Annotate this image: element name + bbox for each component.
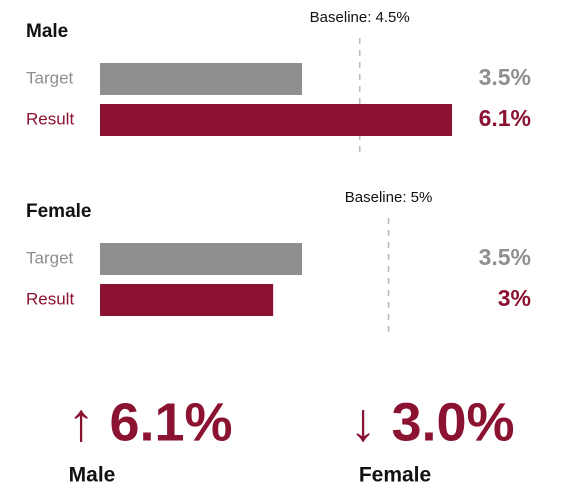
- value-label: 3%: [498, 285, 531, 311]
- bar: [100, 284, 274, 316]
- category-label: Target: [26, 248, 74, 267]
- summary-value: ↑ 6.1%: [67, 392, 232, 452]
- value-label: 3.5%: [479, 244, 531, 270]
- value-label: 6.1%: [479, 105, 531, 131]
- category-label: Result: [26, 289, 74, 308]
- bar: [100, 243, 302, 275]
- chart-title: Male: [26, 21, 68, 42]
- chart-title: Female: [26, 201, 91, 222]
- summary-label: Female: [359, 464, 431, 487]
- bar: [100, 63, 302, 95]
- value-label: 3.5%: [479, 64, 531, 90]
- category-label: Result: [26, 109, 74, 128]
- summary-value: ↓ 3.0%: [349, 392, 514, 452]
- category-label: Target: [26, 68, 74, 87]
- bar: [100, 104, 453, 136]
- summary-label: Male: [69, 464, 116, 487]
- baseline-label: Baseline: 4.5%: [310, 9, 410, 26]
- baseline-label: Baseline: 5%: [345, 189, 433, 206]
